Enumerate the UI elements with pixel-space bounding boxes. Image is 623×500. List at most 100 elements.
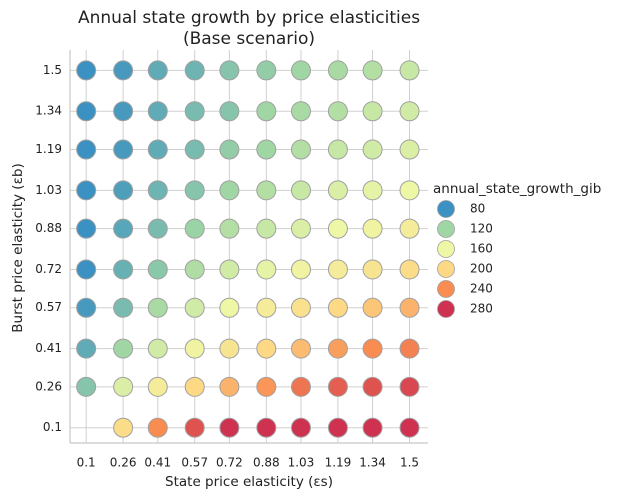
legend-label: 240 bbox=[470, 282, 493, 296]
bubble bbox=[219, 338, 240, 359]
y-tick-label: 1.03 bbox=[35, 183, 62, 197]
bubble bbox=[327, 60, 348, 81]
bubble bbox=[219, 180, 240, 201]
bubble bbox=[219, 139, 240, 160]
bubble bbox=[362, 60, 383, 81]
bubble bbox=[256, 338, 277, 359]
x-tick-label: 0.41 bbox=[144, 456, 171, 470]
bubble bbox=[256, 417, 277, 438]
y-tick-label: 0.26 bbox=[35, 379, 62, 393]
x-tick-label: 1.34 bbox=[359, 456, 386, 470]
bubble bbox=[147, 101, 168, 122]
bubble bbox=[327, 139, 348, 160]
bubble bbox=[256, 60, 277, 81]
x-tick-label: 0.57 bbox=[181, 456, 208, 470]
bubble bbox=[184, 259, 205, 280]
bubble bbox=[362, 218, 383, 239]
bubble bbox=[113, 417, 134, 438]
x-tick-label: 0.1 bbox=[77, 456, 96, 470]
bubble bbox=[113, 101, 134, 122]
bubble bbox=[362, 338, 383, 359]
bubble bbox=[362, 259, 383, 280]
legend-title: annual_state_growth_gib bbox=[433, 181, 601, 197]
bubble bbox=[327, 338, 348, 359]
bubble bbox=[362, 180, 383, 201]
x-tick-label: 0.26 bbox=[110, 456, 137, 470]
legend-marker bbox=[437, 200, 455, 218]
bubble bbox=[290, 218, 311, 239]
bubble bbox=[290, 60, 311, 81]
y-tick-label: 0.72 bbox=[35, 262, 62, 276]
chart-title: Annual state growth by price elasticitie… bbox=[78, 8, 420, 28]
y-tick-label: 0.1 bbox=[43, 420, 62, 434]
bubble bbox=[219, 376, 240, 397]
bubble bbox=[184, 101, 205, 122]
bubble bbox=[362, 101, 383, 122]
bubble bbox=[327, 101, 348, 122]
bubble bbox=[219, 297, 240, 318]
bubble bbox=[147, 139, 168, 160]
bubble bbox=[184, 417, 205, 438]
bubble bbox=[76, 297, 97, 318]
bubble bbox=[256, 218, 277, 239]
x-tick-label: 1.5 bbox=[400, 456, 419, 470]
y-tick-label: 1.19 bbox=[35, 142, 62, 156]
bubble bbox=[76, 376, 97, 397]
bubble bbox=[184, 218, 205, 239]
bubble bbox=[399, 139, 420, 160]
bubble bbox=[219, 218, 240, 239]
bubble bbox=[219, 259, 240, 280]
bubble bbox=[76, 60, 97, 81]
bubble bbox=[184, 60, 205, 81]
bubble bbox=[113, 259, 134, 280]
bubble bbox=[147, 180, 168, 201]
bubble bbox=[290, 376, 311, 397]
bubble bbox=[290, 101, 311, 122]
bubble bbox=[147, 60, 168, 81]
bubble bbox=[256, 101, 277, 122]
bubble bbox=[147, 218, 168, 239]
bubble bbox=[113, 297, 134, 318]
bubble bbox=[399, 338, 420, 359]
legend-label: 280 bbox=[470, 302, 493, 316]
bubble bbox=[327, 218, 348, 239]
bubble bbox=[113, 338, 134, 359]
bubble bbox=[399, 101, 420, 122]
bubble bbox=[113, 180, 134, 201]
bubble bbox=[256, 297, 277, 318]
bubble bbox=[399, 180, 420, 201]
bubble bbox=[290, 259, 311, 280]
bubble bbox=[362, 417, 383, 438]
bubble bbox=[256, 180, 277, 201]
bubble bbox=[147, 417, 168, 438]
x-tick-label: 0.88 bbox=[253, 456, 280, 470]
bubble bbox=[327, 376, 348, 397]
bubble bbox=[184, 180, 205, 201]
bubble bbox=[256, 376, 277, 397]
bubble bbox=[327, 297, 348, 318]
bubble bbox=[147, 297, 168, 318]
legend-label: 160 bbox=[470, 242, 493, 256]
bubble bbox=[290, 180, 311, 201]
bubble bbox=[362, 376, 383, 397]
x-tick-label: 1.19 bbox=[325, 456, 352, 470]
bubble bbox=[113, 139, 134, 160]
bubble bbox=[147, 376, 168, 397]
bubble bbox=[113, 60, 134, 81]
y-tick-label: 0.88 bbox=[35, 221, 62, 235]
legend-label: 120 bbox=[470, 222, 493, 236]
y-axis-label: Burst price elasticity (εb) bbox=[10, 163, 26, 332]
y-tick-label: 0.41 bbox=[35, 341, 62, 355]
bubble bbox=[76, 218, 97, 239]
x-axis-label: State price elasticity (εs) bbox=[165, 474, 333, 490]
legend-label: 80 bbox=[470, 202, 485, 216]
bubble bbox=[147, 259, 168, 280]
bubble bbox=[219, 417, 240, 438]
bubble bbox=[362, 297, 383, 318]
bubble bbox=[362, 139, 383, 160]
bubble bbox=[184, 139, 205, 160]
bubble bbox=[219, 60, 240, 81]
bubble bbox=[256, 259, 277, 280]
bubble bbox=[256, 139, 277, 160]
legend-marker bbox=[437, 260, 455, 278]
